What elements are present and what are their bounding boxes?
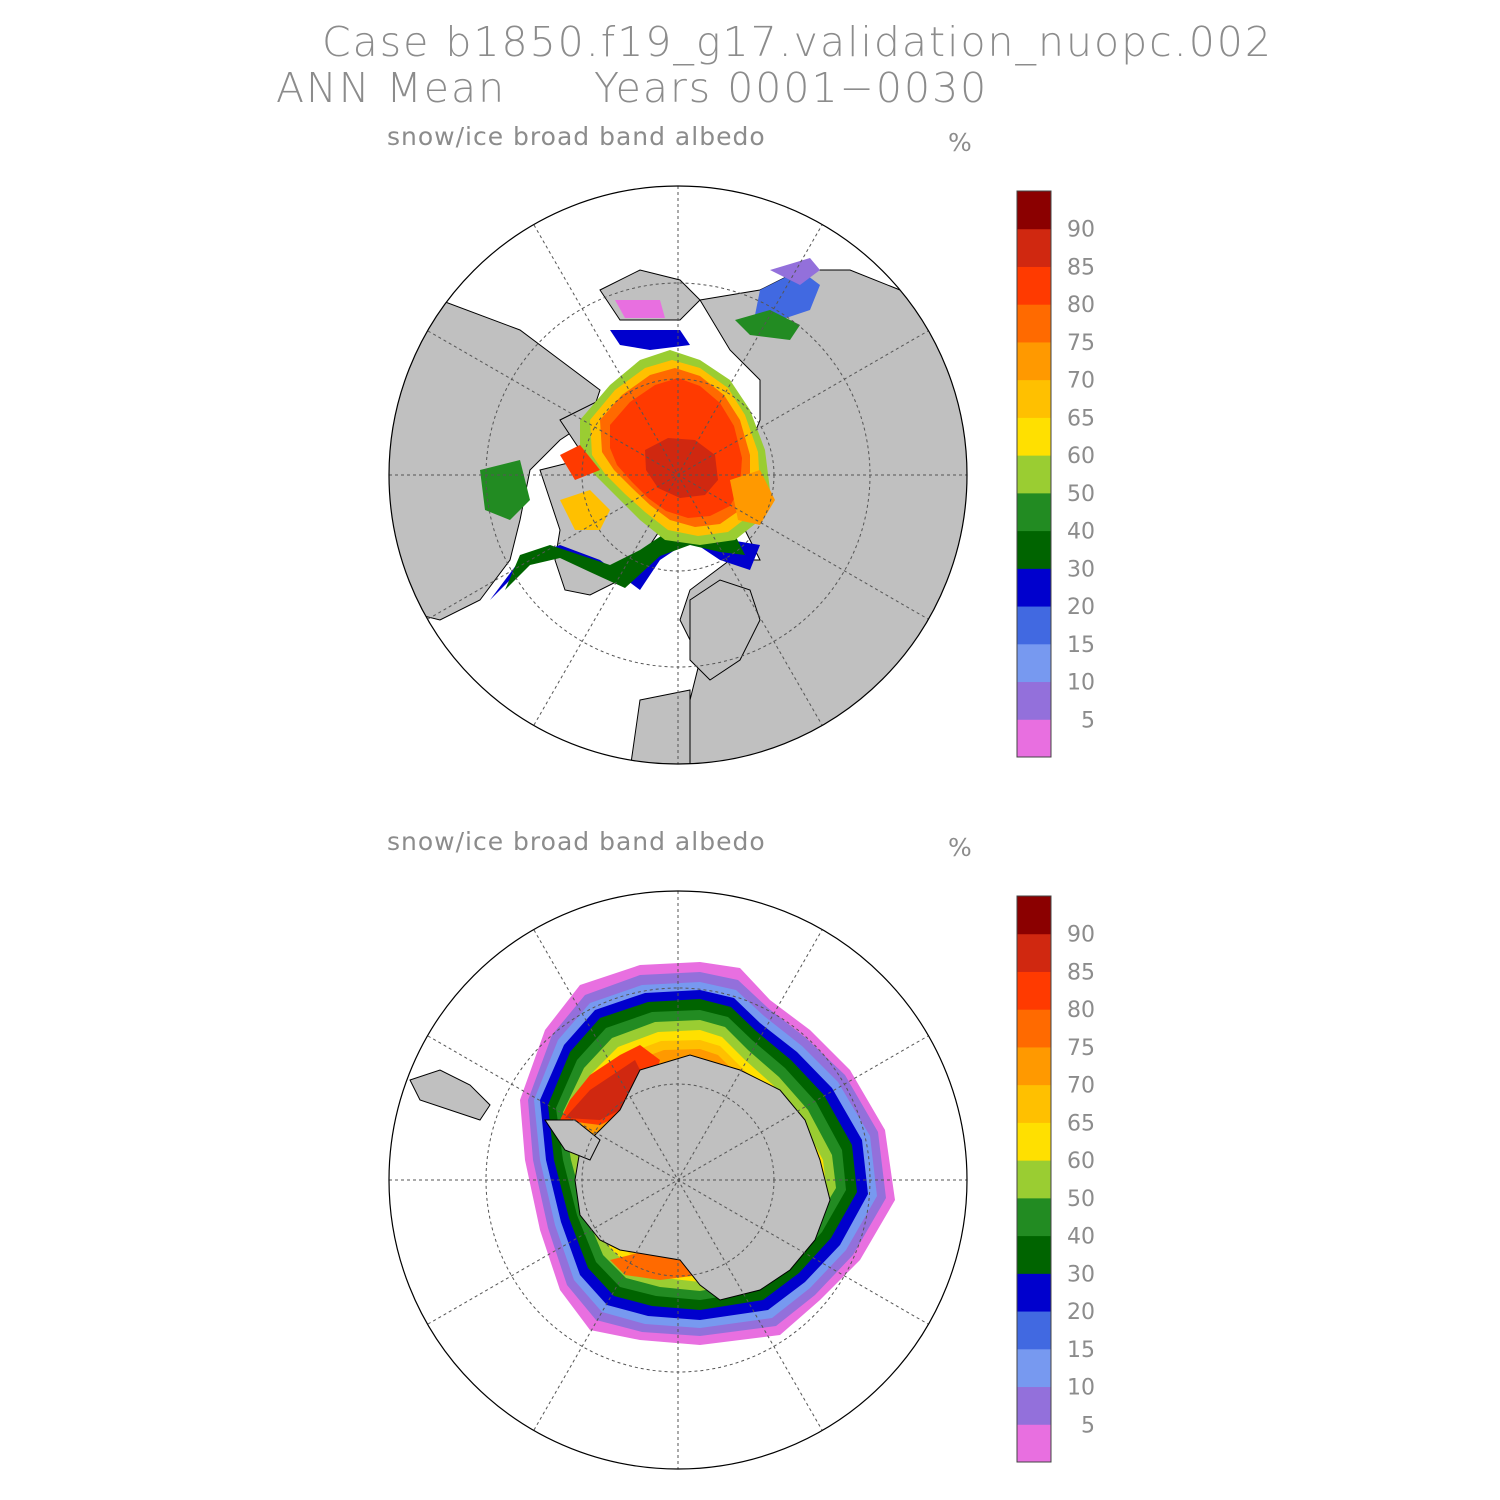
south-colorbar-tick-label: 75 [1067,1036,1095,1061]
north-colorbar-tick-label: 5 [1081,708,1095,733]
south-colorbar-tick-label: 60 [1067,1149,1095,1174]
case-title: Case b1850.f19_g17.validation_nuopc.002 [322,18,1273,66]
south-colorbar-swatch [1017,1273,1051,1312]
north-colorbar-tick-label: 80 [1067,293,1095,318]
south-colorbar-swatch [1017,1386,1051,1425]
south-colorbar-swatch [1017,1046,1051,1086]
north-colorbar-swatch [1017,266,1051,305]
south-polar-map [388,890,968,1470]
south-colorbar-swatch [1017,1084,1051,1123]
north-colorbar-tick-label: 20 [1067,595,1095,620]
north-variable-label: snow/ice broad band albedo [387,122,766,151]
north-colorbar-swatch [1017,606,1051,645]
north-colorbar-tick-label: 15 [1067,633,1095,658]
south-colorbar-tick-label: 10 [1067,1376,1095,1401]
season-title: ANN Mean [276,64,507,112]
north-colorbar-tick-label: 50 [1067,482,1095,507]
south-colorbar: 5 10 15 20 30 40 50 60 65 70 75 80 85 90 [1016,895,1095,1463]
north-colorbar-tick-label: 65 [1067,406,1095,431]
south-land [409,1054,831,1301]
south-graticule [389,891,967,1469]
south-colorbar-swatch [1017,1311,1051,1350]
south-variable-label: snow/ice broad band albedo [387,827,766,856]
south-colorbar-tick-label: 30 [1067,1262,1095,1287]
north-colorbar: 5 10 15 20 30 40 50 60 65 70 75 80 85 90 [1016,190,1095,758]
south-colorbar-swatch [1017,1009,1051,1048]
north-colorbar-swatch [1017,719,1051,758]
south-colorbar-swatch [1017,1348,1051,1388]
south-colorbar-swatch [1017,1197,1051,1237]
north-colorbar-swatch [1017,568,1051,607]
south-colorbar-tick-label: 20 [1067,1300,1095,1325]
north-colorbar-swatch [1017,681,1051,720]
north-colorbar-tick-label: 10 [1067,671,1095,696]
south-colorbar-tick-label: 90 [1067,923,1095,948]
north-colorbar-tick-label: 40 [1067,520,1095,545]
south-colorbar-frame [1016,895,1052,1463]
north-sea-ice [480,258,820,600]
south-colorbar-swatch [1017,971,1051,1010]
north-graticule [389,186,967,764]
north-colorbar-tick-label: 75 [1067,331,1095,356]
north-colorbar-swatch [1017,455,1051,494]
south-colorbar-tick-label: 70 [1067,1074,1095,1099]
north-colorbar-swatch [1017,417,1051,456]
south-colorbar-tick-label: 15 [1067,1338,1095,1363]
south-colorbar-tick-label: 50 [1067,1187,1095,1212]
south-colorbar-tick-label: 80 [1067,998,1095,1023]
south-colorbar-tick-label: 85 [1067,960,1095,985]
north-colorbar-swatch [1017,643,1051,683]
south-colorbar-tick-label: 65 [1067,1111,1095,1136]
south-colorbar-swatch [1017,896,1051,935]
south-colorbar-swatch [1017,933,1051,972]
north-colorbar-swatch [1017,492,1051,532]
north-colorbar-swatch [1017,228,1051,267]
north-polar-map [388,185,968,765]
south-colorbar-swatch [1017,1122,1051,1161]
north-colorbar-swatch [1017,304,1051,343]
south-colorbar-tick-label: 5 [1081,1413,1095,1438]
south-colorbar-swatch [1017,1424,1051,1463]
south-unit-label: % [948,833,972,862]
north-colorbar-tick-label: 30 [1067,557,1095,582]
south-colorbar-swatch [1017,1160,1051,1199]
north-colorbar-frame [1016,190,1052,758]
north-colorbar-swatch [1017,530,1051,569]
north-colorbar-swatch [1017,341,1051,381]
north-colorbar-swatch [1017,379,1051,418]
north-colorbar-tick-label: 60 [1067,444,1095,469]
years-title: Years 0001−0030 [594,64,989,112]
north-colorbar-tick-label: 85 [1067,255,1095,280]
south-colorbar-tick-label: 40 [1067,1225,1095,1250]
north-colorbar-swatch [1017,191,1051,230]
south-colorbar-swatch [1017,1235,1051,1274]
north-unit-label: % [948,128,972,157]
north-colorbar-tick-label: 70 [1067,369,1095,394]
north-colorbar-tick-label: 90 [1067,218,1095,243]
